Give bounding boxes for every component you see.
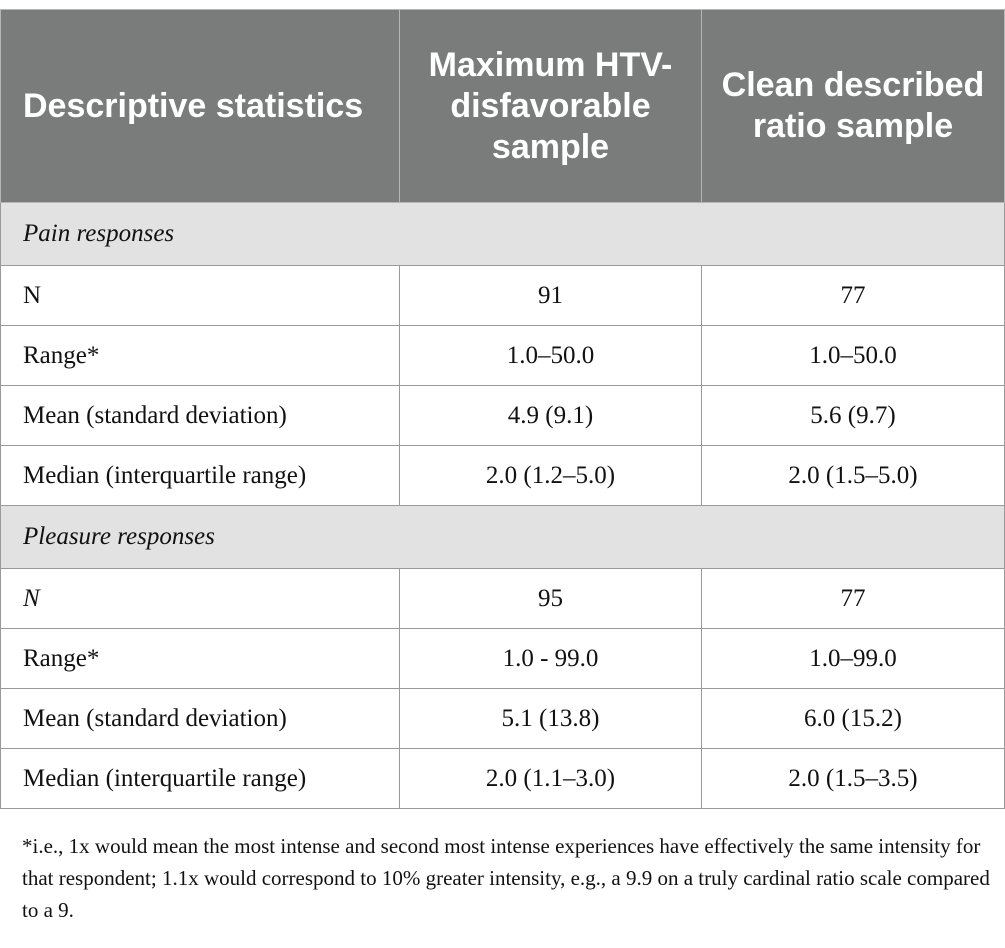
- cell-value: 5.6 (9.7): [701, 385, 1005, 446]
- cell-value: 2.0 (1.5–5.0): [701, 445, 1005, 506]
- cell-value: 2.0 (1.1–3.0): [399, 748, 702, 809]
- section-title-pain: Pain responses: [0, 202, 1005, 266]
- column-header-descriptive-statistics: Descriptive statistics: [0, 9, 400, 203]
- descriptive-statistics-table: Descriptive statistics Maximum HTV-disfa…: [0, 9, 1005, 809]
- table-row: Mean (standard deviation) 5.1 (13.8) 6.0…: [0, 688, 1005, 749]
- cell-value: 1.0–50.0: [701, 325, 1005, 386]
- table-footnote: *i.e., 1x would mean the most intense an…: [22, 834, 990, 922]
- row-label: Mean (standard deviation): [0, 385, 400, 446]
- cell-value: 5.1 (13.8): [399, 688, 702, 749]
- cell-value: 2.0 (1.5–3.5): [701, 748, 1005, 809]
- row-label: N: [0, 265, 400, 326]
- cell-value: 95: [399, 568, 702, 629]
- row-label: N: [0, 568, 400, 629]
- table-row: N 95 77: [0, 568, 1005, 629]
- cell-value: 77: [701, 568, 1005, 629]
- row-label: Range*: [0, 628, 400, 689]
- row-label: Median (interquartile range): [0, 445, 400, 506]
- cell-value: 4.9 (9.1): [399, 385, 702, 446]
- cell-value: 1.0–50.0: [399, 325, 702, 386]
- cell-value: 77: [701, 265, 1005, 326]
- cell-value: 6.0 (15.2): [701, 688, 1005, 749]
- table-row: Range* 1.0–50.0 1.0–50.0: [0, 325, 1005, 386]
- row-label: Range*: [0, 325, 400, 386]
- table-row: Mean (standard deviation) 4.9 (9.1) 5.6 …: [0, 385, 1005, 446]
- section-title-pleasure: Pleasure responses: [0, 505, 1005, 569]
- cell-value: 1.0 - 99.0: [399, 628, 702, 689]
- column-header-clean-described-ratio-sample: Clean described ratio sample: [701, 9, 1005, 203]
- table-row: Median (interquartile range) 2.0 (1.1–3.…: [0, 748, 1005, 809]
- cell-value: 91: [399, 265, 702, 326]
- section-row-pain: Pain responses: [0, 202, 1005, 266]
- section-row-pleasure: Pleasure responses: [0, 505, 1005, 569]
- table-header-row: Descriptive statistics Maximum HTV-disfa…: [0, 9, 1005, 203]
- table-row: N 91 77: [0, 265, 1005, 326]
- row-label: Median (interquartile range): [0, 748, 400, 809]
- row-label: Mean (standard deviation): [0, 688, 400, 749]
- table-row: Range* 1.0 - 99.0 1.0–99.0: [0, 628, 1005, 689]
- table-row: Median (interquartile range) 2.0 (1.2–5.…: [0, 445, 1005, 506]
- cell-value: 2.0 (1.2–5.0): [399, 445, 702, 506]
- column-header-maximum-htv-disfavorable-sample: Maximum HTV-disfavorable sample: [399, 9, 702, 203]
- cell-value: 1.0–99.0: [701, 628, 1005, 689]
